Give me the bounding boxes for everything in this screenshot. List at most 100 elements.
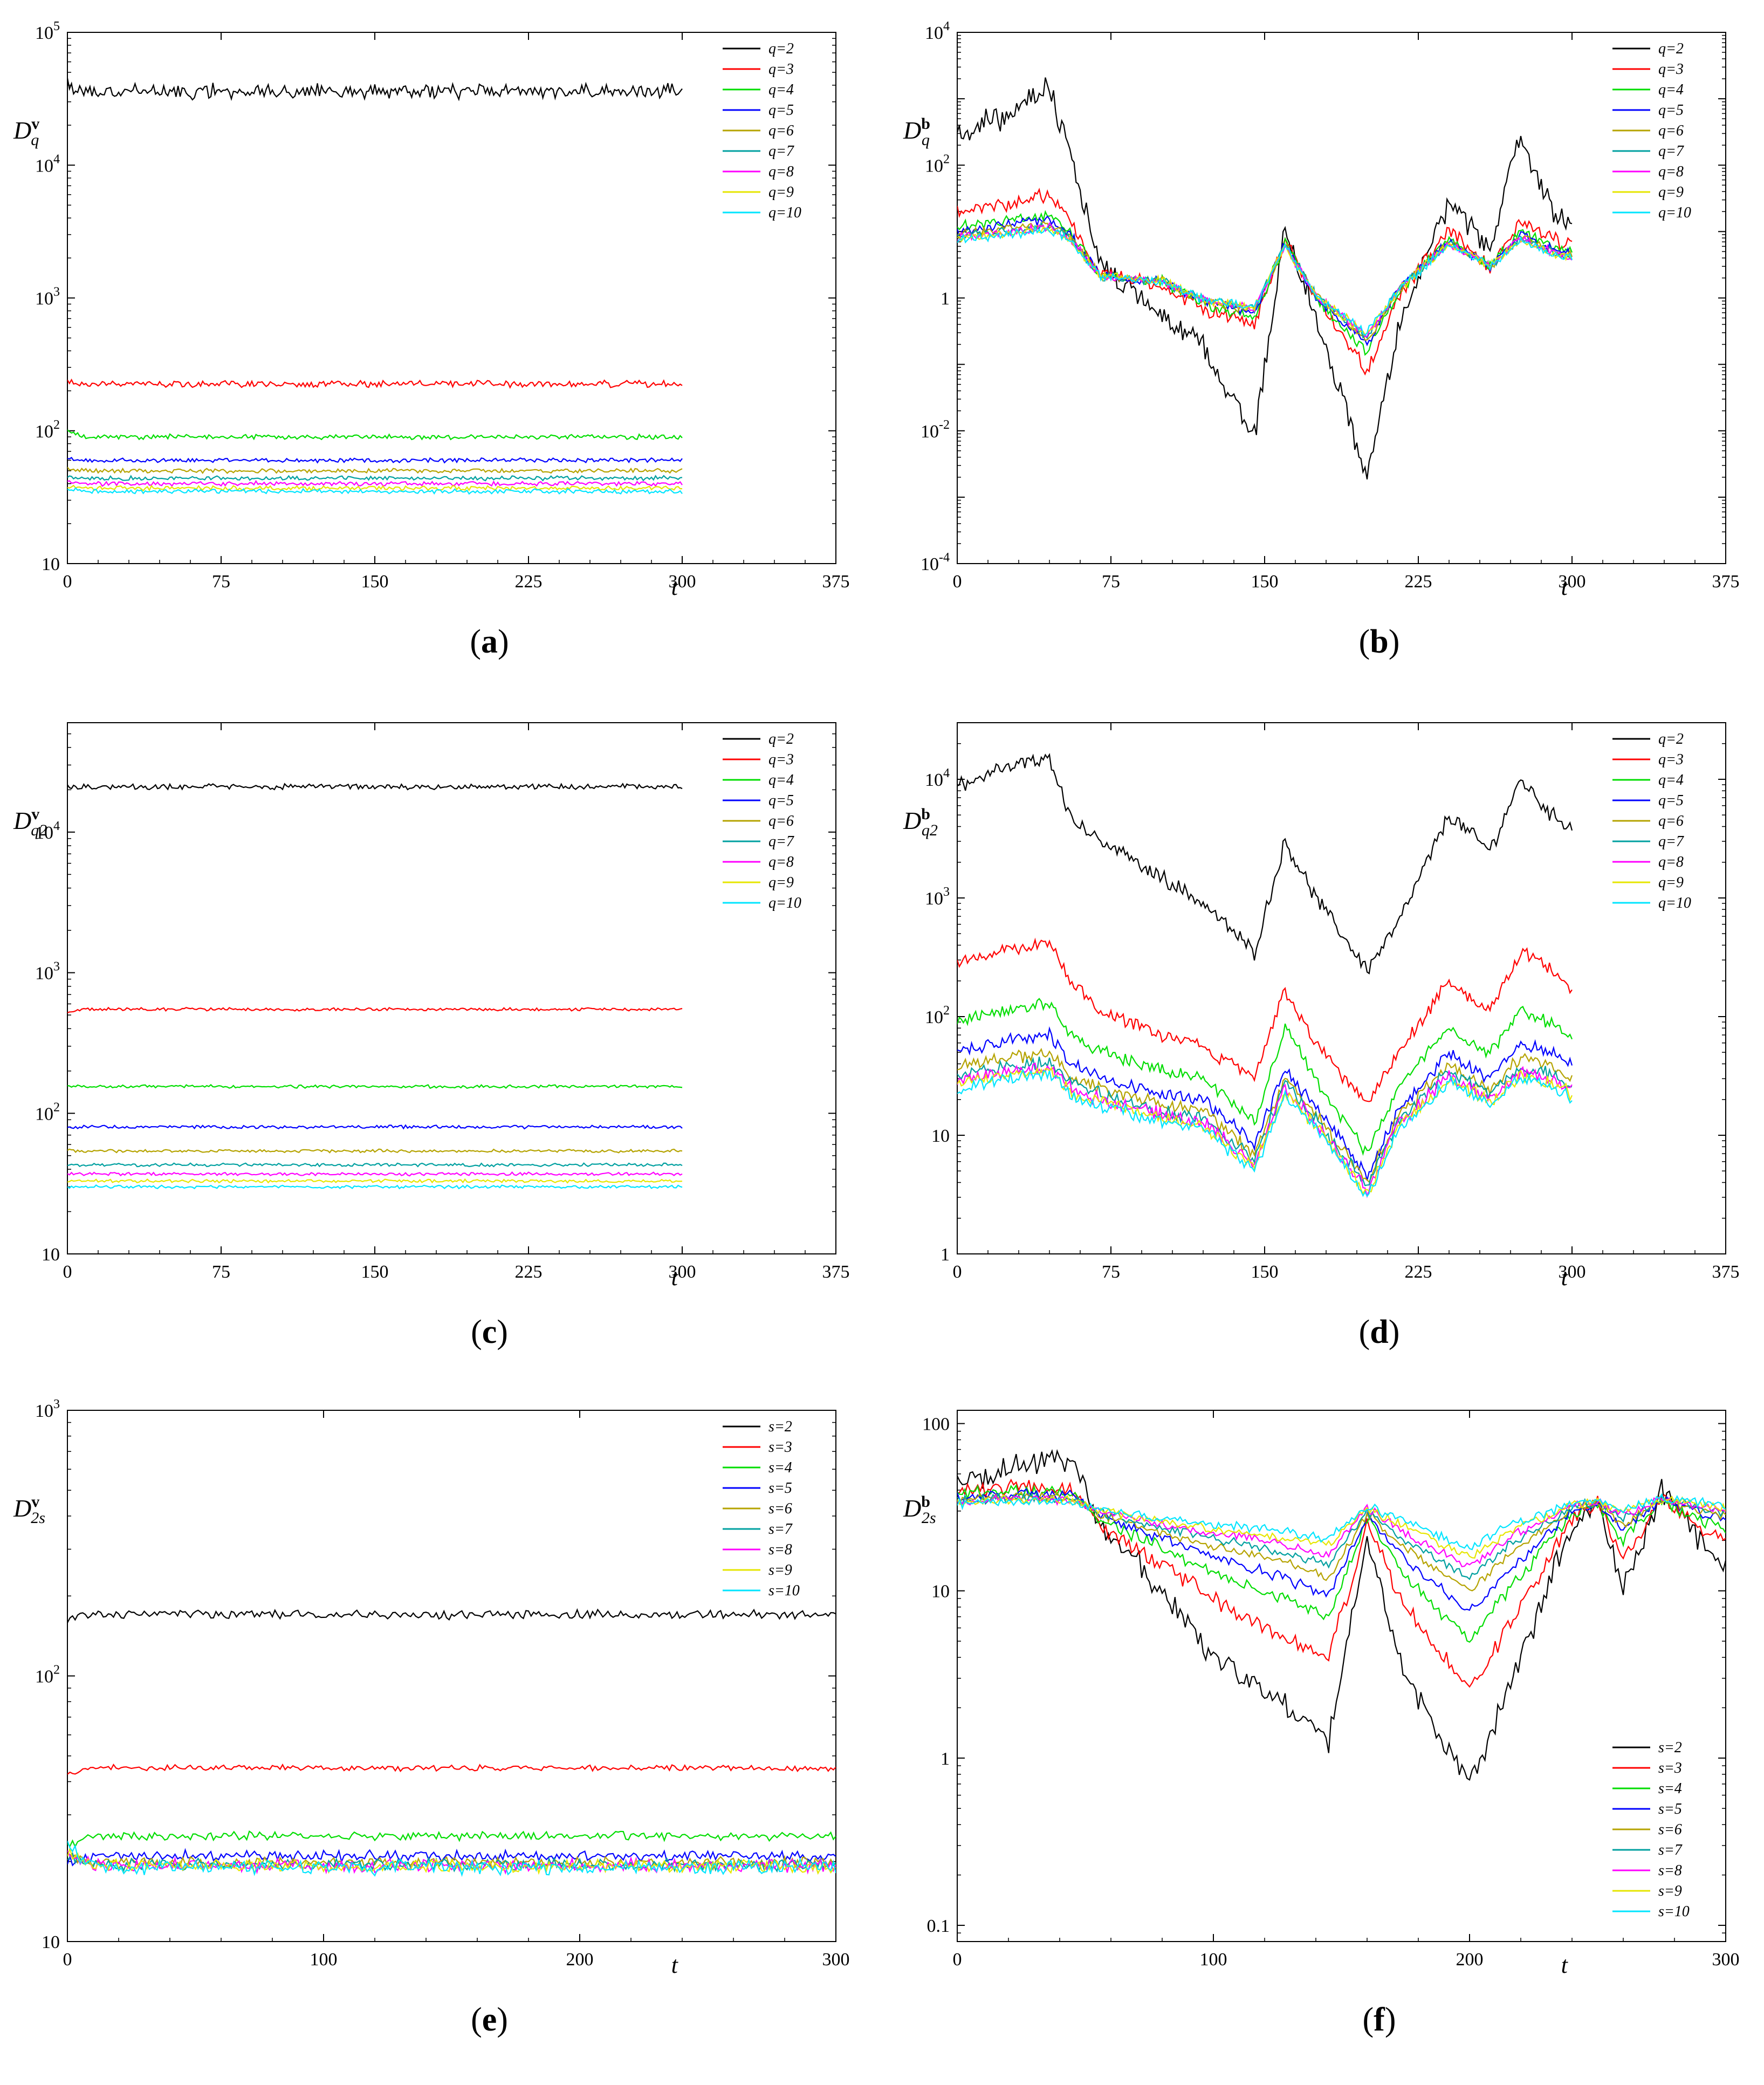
- series-line-q=2: [957, 77, 1573, 479]
- series-line-q=2: [67, 783, 683, 791]
- legend-label: q=6: [1658, 122, 1684, 139]
- series-line-s=3: [957, 1478, 1726, 1688]
- legend-label: q=3: [1658, 61, 1684, 78]
- x-axis-label: t: [671, 1264, 679, 1291]
- x-tick-label: 150: [1251, 1262, 1279, 1282]
- x-tick-label: 100: [1200, 1950, 1227, 1970]
- y-tick-label: 10: [42, 1932, 60, 1952]
- y-axis-label: Dv 2s: [13, 1493, 45, 1527]
- legend-label: q=2: [768, 731, 794, 747]
- x-tick-label: 300: [669, 1262, 696, 1282]
- x-tick-label: 375: [822, 572, 850, 592]
- x-tick-label: 200: [566, 1950, 594, 1970]
- y-tick-label: 104: [35, 819, 60, 843]
- plot-frame: [957, 32, 1726, 564]
- y-tick-label: 10-4: [921, 551, 950, 574]
- x-tick-label: 300: [822, 1950, 850, 1970]
- x-tick-label: 300: [1559, 1262, 1586, 1282]
- x-tick-label: 375: [822, 1262, 850, 1282]
- y-tick-label: 103: [35, 285, 60, 309]
- x-tick-label: 0: [63, 572, 72, 592]
- x-tick-label: 375: [1712, 572, 1740, 592]
- x-tick-label: 0: [953, 1950, 962, 1970]
- x-tick-label: 225: [1405, 572, 1432, 592]
- x-axis-label: t: [1561, 1264, 1569, 1291]
- y-tick-label: 10: [42, 554, 60, 574]
- legend: s=2 s=3 s=4 s=5 s=6 s=7 s=8 s=9 s=10: [723, 1418, 800, 1599]
- series-line-q=9: [67, 1178, 683, 1184]
- series-line-s=2: [67, 1608, 836, 1623]
- x-tick-label: 0: [953, 1262, 962, 1282]
- y-tick-label: 102: [35, 1663, 60, 1687]
- y-tick-label: 103: [35, 1397, 60, 1421]
- series-line-s=9: [957, 1494, 1726, 1559]
- y-tick-label: 104: [925, 766, 950, 790]
- series-line-q=10: [957, 225, 1573, 336]
- plot-frame: [957, 722, 1726, 1254]
- x-tick-label: 75: [212, 572, 230, 592]
- y-tick-label: 102: [35, 1100, 60, 1124]
- y-tick-label: 1: [941, 1749, 950, 1769]
- x-axis-label: t: [1561, 574, 1569, 600]
- legend-label: q=4: [1658, 81, 1684, 98]
- x-axis-label: t: [671, 574, 679, 600]
- y-tick-label: 10: [42, 1245, 60, 1265]
- y-tick-label: 102: [925, 152, 950, 176]
- series-line-q=6: [67, 1148, 683, 1154]
- legend-label: q=2: [1658, 731, 1684, 747]
- x-tick-label: 225: [515, 1262, 543, 1282]
- legend-label: s=9: [1658, 1883, 1682, 1899]
- x-tick-label: 75: [212, 1262, 230, 1282]
- legend-label: s=5: [768, 1480, 792, 1497]
- series-line-s=9: [67, 1846, 836, 1876]
- legend: q=2 q=3 q=4 q=5 q=6 q=7 q=8 q=9 q=10: [723, 40, 801, 221]
- series-line-q=10: [67, 1184, 683, 1190]
- chart-b: 0 75 150 225 300 375 10-4 10-2 1 102 104 t Db q q=2 q=3…: [903, 19, 1740, 660]
- y-tick-label: 1: [941, 1245, 950, 1265]
- x-tick-label: 75: [1102, 1262, 1120, 1282]
- legend-label: q=6: [1658, 813, 1684, 829]
- series-line-q=6: [957, 220, 1573, 341]
- legend-label: q=9: [768, 874, 794, 891]
- legend-label: q=10: [1658, 204, 1691, 221]
- legend-label: q=8: [1658, 163, 1684, 180]
- panel-label: (b): [1359, 623, 1400, 660]
- legend-label: q=8: [768, 163, 794, 180]
- x-tick-label: 200: [1456, 1950, 1484, 1970]
- series-line-q=5: [957, 1026, 1573, 1181]
- y-axis-label: Db q2: [903, 805, 938, 839]
- series-line-q=5: [957, 215, 1573, 347]
- legend-label: q=6: [768, 813, 794, 829]
- legend-label: q=9: [1658, 874, 1684, 891]
- legend: q=2 q=3 q=4 q=5 q=6 q=7 q=8 q=9 q=10: [723, 731, 801, 911]
- x-tick-label: 150: [1251, 572, 1279, 592]
- legend-label: q=4: [768, 772, 794, 788]
- series-line-q=4: [67, 1083, 683, 1089]
- series-line-q=10: [957, 1068, 1573, 1198]
- series-line-s=8: [957, 1494, 1726, 1568]
- y-tick-label: 104: [35, 152, 60, 176]
- legend-label: q=6: [768, 122, 794, 139]
- y-tick-label: 104: [925, 19, 950, 43]
- series-line-q=3: [957, 937, 1573, 1102]
- legend-label: q=10: [1658, 895, 1691, 911]
- panel-label: (c): [471, 1314, 508, 1350]
- plot-frame: [67, 722, 836, 1254]
- y-tick-label: 10: [931, 1582, 950, 1602]
- x-tick-label: 225: [1405, 1262, 1432, 1282]
- legend-label: q=5: [768, 792, 794, 809]
- x-tick-label: 0: [63, 1262, 72, 1282]
- series-line-q=7: [957, 1057, 1573, 1186]
- series-line-q=5: [67, 1124, 683, 1130]
- legend-label: q=7: [1658, 143, 1684, 160]
- x-tick-label: 150: [361, 572, 389, 592]
- legend-label: q=3: [1658, 751, 1684, 768]
- legend: q=2 q=3 q=4 q=5 q=6 q=7 q=8 q=9 q=10: [1612, 731, 1691, 911]
- legend-label: s=10: [768, 1582, 800, 1599]
- legend-label: q=10: [768, 895, 801, 911]
- series-line-q=4: [957, 210, 1573, 356]
- series-line-q=5: [67, 457, 683, 464]
- series-line-q=3: [67, 378, 683, 389]
